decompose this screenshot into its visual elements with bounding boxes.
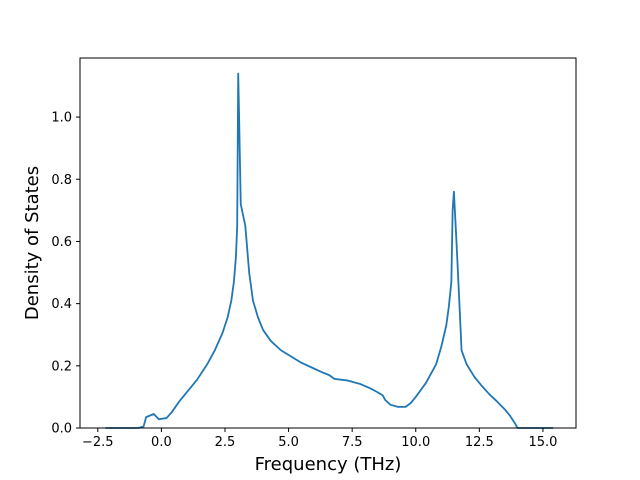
x-axis-ticks: −2.5 0.0 2.5 5.0 7.5 10.0 12.5 15.0: [82, 428, 557, 450]
x-tick-label: 5.0: [278, 435, 299, 450]
y-tick-label: 1.0: [51, 111, 72, 126]
x-tick-label: 7.5: [342, 435, 363, 450]
x-tick-label: −2.5: [82, 435, 114, 450]
x-tick-label: 0.0: [151, 435, 172, 450]
series-line-layer: [105, 72, 554, 429]
x-tick-label: 10.0: [401, 435, 430, 450]
y-tick-label: 0.4: [51, 297, 72, 312]
x-tick-label: 12.5: [465, 435, 494, 450]
dos-series-line: [105, 72, 554, 429]
x-tick-label: 15.0: [528, 435, 557, 450]
y-tick-label: 0.0: [51, 422, 72, 437]
x-tick-label: 2.5: [215, 435, 236, 450]
y-axis-title: Density of States: [22, 166, 43, 320]
y-axis-ticks: 0.0 0.2 0.4 0.6 0.8 1.0: [51, 111, 80, 437]
x-axis-title: Frequency (THz): [255, 454, 402, 475]
plot-frame: [79, 57, 577, 429]
y-tick-label: 0.8: [51, 173, 72, 188]
y-tick-label: 0.2: [51, 359, 72, 374]
y-tick-label: 0.6: [51, 235, 72, 250]
